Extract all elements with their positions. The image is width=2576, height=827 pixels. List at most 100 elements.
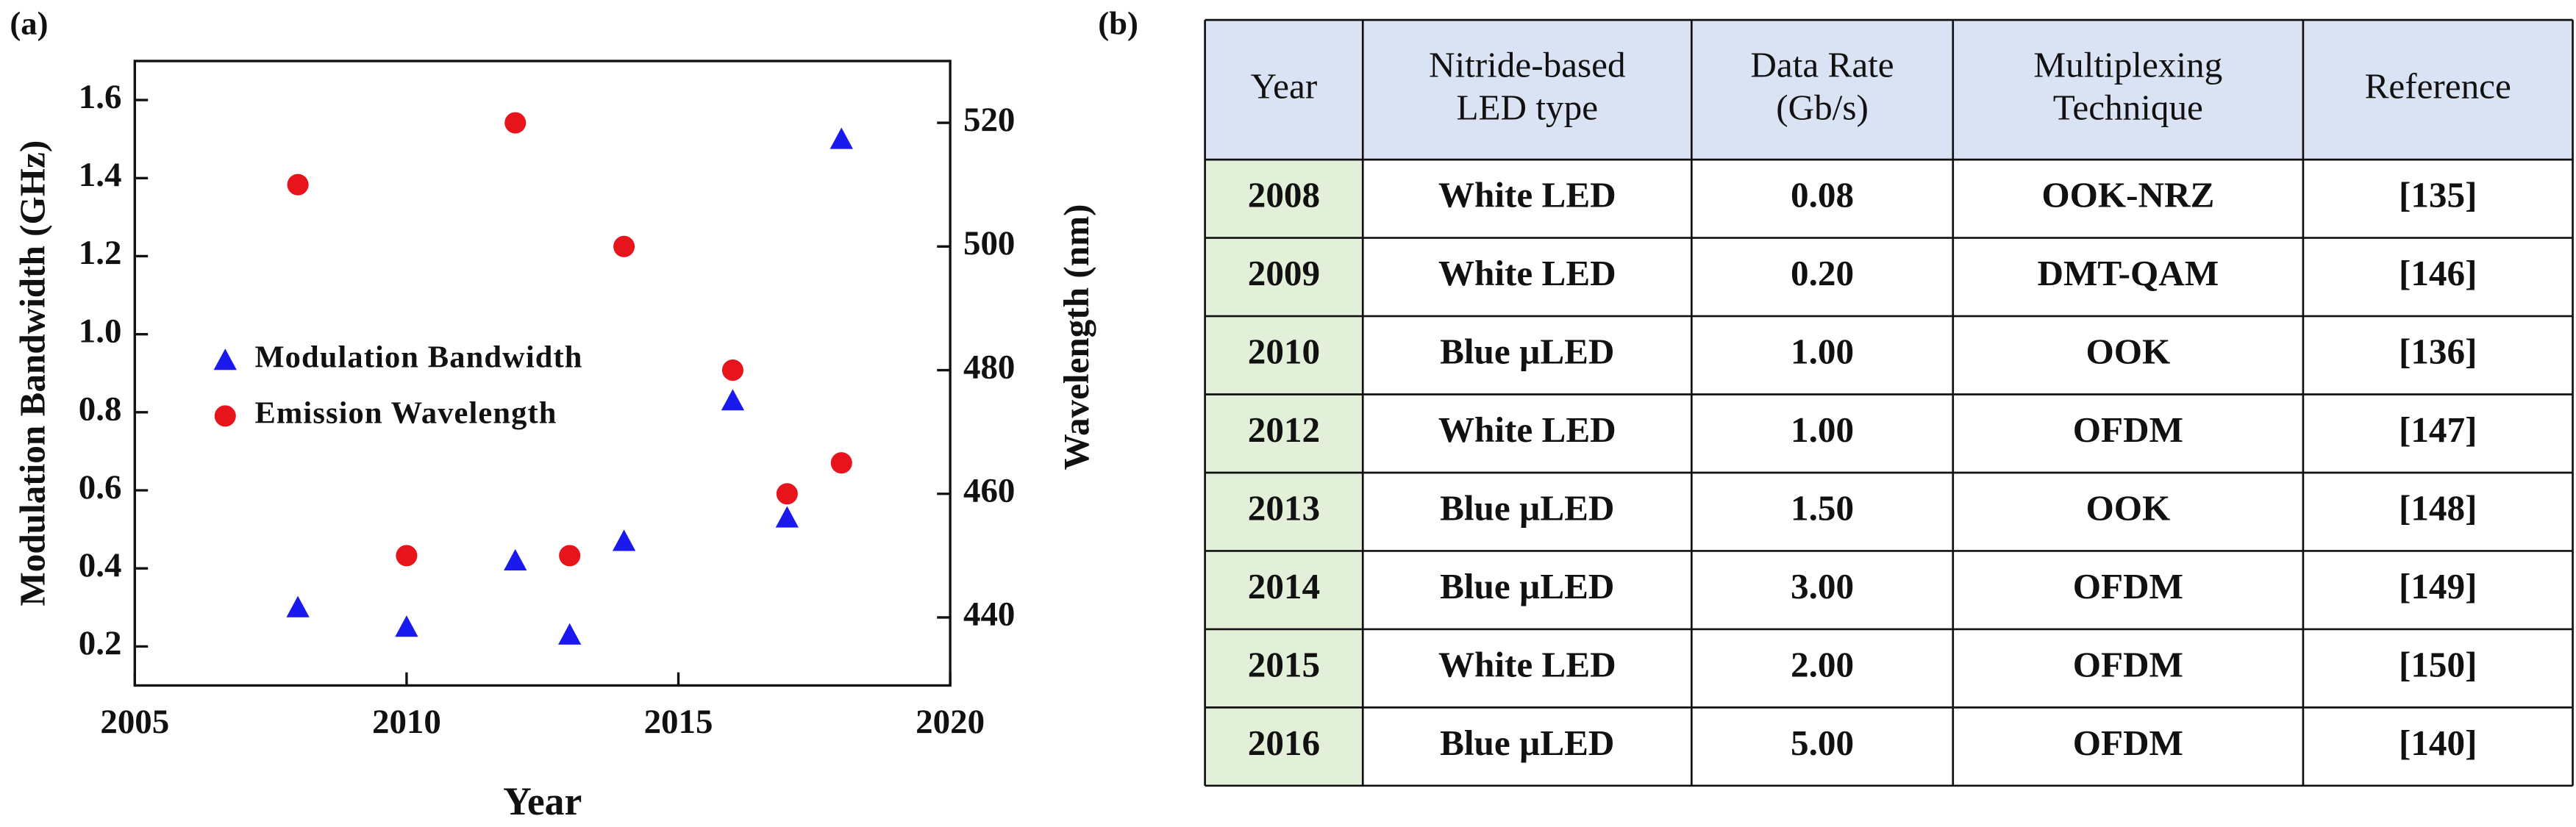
table-header: Technique	[2053, 87, 2203, 127]
y2-tick-label: 520	[963, 101, 1015, 139]
table-cell: OFDM	[2073, 644, 2183, 684]
table-cell: OOK-NRZ	[2041, 175, 2214, 215]
year-cell-bg	[1205, 316, 1363, 395]
table-cell: 2.00	[1791, 644, 1854, 684]
y-tick-label: 0.2	[79, 624, 122, 662]
triangle-marker	[504, 548, 527, 570]
year-cell-bg	[1205, 472, 1363, 551]
table-cell: [150]	[2399, 644, 2477, 684]
y2-tick-label: 500	[963, 224, 1015, 262]
table-cell: OOK	[2086, 332, 2170, 372]
circle-marker	[830, 452, 852, 474]
table-cell: [140]	[2399, 723, 2477, 763]
y-tick-label: 1.2	[79, 234, 122, 272]
y2-tick-label: 480	[963, 348, 1015, 386]
plot-frame	[133, 60, 952, 687]
year-cell-bg	[1205, 551, 1363, 629]
table-cell: OFDM	[2073, 566, 2183, 606]
table-header: Data Rate	[1750, 44, 1894, 85]
table-cell: 3.00	[1791, 566, 1854, 606]
y-tick-label: 0.4	[79, 546, 122, 584]
x-axis-label: Year	[503, 779, 582, 823]
y-tick-label: 0.6	[79, 468, 122, 506]
table-cell: Blue µLED	[1440, 487, 1614, 528]
table-header: Reference	[2365, 65, 2511, 106]
table-header: (Gb/s)	[1776, 87, 1869, 127]
y2-tick-label: 440	[963, 595, 1015, 634]
table-cell: 1.00	[1791, 332, 1854, 372]
table-cell: White LED	[1438, 175, 1616, 215]
table-header-bg	[1205, 20, 2573, 160]
year-cell-bg	[1205, 394, 1363, 473]
table-cell: DMT-QAM	[2037, 253, 2219, 293]
circle-marker	[721, 359, 743, 382]
table-cell: 2014	[1248, 566, 1320, 606]
circle-marker	[776, 483, 798, 505]
table-cell: OOK	[2086, 487, 2170, 528]
table-cell: White LED	[1438, 644, 1616, 684]
table-cell: White LED	[1438, 409, 1616, 450]
table-cell: Blue µLED	[1440, 723, 1614, 763]
legend-label: Modulation Bandwidth	[254, 340, 582, 375]
circle-marker	[613, 235, 635, 257]
table-cell: 2010	[1248, 332, 1320, 372]
table-cell: OFDM	[2073, 409, 2183, 450]
x-tick-label: 2005	[100, 703, 169, 741]
y2-axis-label: Wavelength (nm)	[1056, 204, 1096, 470]
circle-marker	[396, 545, 418, 567]
table-cell: 2009	[1248, 253, 1320, 293]
year-cell-bg	[1205, 707, 1363, 786]
y-tick-label: 1.6	[79, 78, 122, 116]
y-tick-label: 1.0	[79, 312, 122, 350]
year-cell-bg	[1205, 160, 1363, 238]
table-cell: [149]	[2399, 566, 2477, 606]
table-cell: Blue µLED	[1440, 566, 1614, 606]
triangle-marker	[829, 127, 853, 149]
table-cell: [146]	[2399, 253, 2477, 293]
legend-label: Emission Wavelength	[254, 396, 557, 431]
table-cell: 2015	[1248, 644, 1320, 684]
table-cell: 2008	[1248, 175, 1320, 215]
table-cell: [135]	[2399, 175, 2477, 215]
table-header: Multiplexing	[2033, 44, 2222, 85]
triangle-marker	[395, 615, 418, 637]
circle-marker	[214, 405, 236, 427]
triangle-marker	[286, 595, 310, 617]
table-cell: OFDM	[2073, 723, 2183, 763]
triangle-marker	[213, 348, 237, 370]
triangle-marker	[775, 506, 799, 528]
y2-tick-label: 460	[963, 472, 1015, 510]
table-cell: 0.20	[1791, 253, 1854, 293]
table-header: Year	[1251, 65, 1318, 106]
x-tick-label: 2010	[372, 703, 441, 741]
circle-marker	[287, 173, 309, 196]
circle-marker	[559, 545, 581, 567]
y-tick-label: 1.4	[79, 156, 122, 194]
table-cell: 2012	[1248, 409, 1320, 450]
table-cell: Blue µLED	[1440, 332, 1614, 372]
year-cell-bg	[1205, 629, 1363, 708]
year-cell-bg	[1205, 237, 1363, 317]
table-cell: [148]	[2399, 487, 2477, 528]
table-cell: 0.08	[1791, 175, 1854, 215]
table-cell: [147]	[2399, 409, 2477, 450]
table-cell: [136]	[2399, 332, 2477, 372]
table-cell: 1.00	[1791, 409, 1854, 450]
circle-marker	[504, 112, 527, 134]
table-cell: 1.50	[1791, 487, 1854, 528]
y-tick-label: 0.8	[79, 390, 122, 429]
y-axis-label: Modulation Bandwidth (GHz)	[12, 140, 52, 606]
x-tick-label: 2015	[644, 703, 713, 741]
panel-label: (a)	[10, 4, 48, 41]
table-cell: White LED	[1438, 253, 1616, 293]
table-cell: 2016	[1248, 723, 1320, 763]
panel-label: (b)	[1098, 4, 1138, 41]
table-cell: 2013	[1248, 487, 1320, 528]
x-tick-label: 2020	[916, 703, 985, 741]
table-header: Nitride-based	[1429, 44, 1626, 85]
triangle-marker	[558, 623, 582, 645]
triangle-marker	[612, 529, 636, 551]
table-header: LED type	[1456, 87, 1598, 127]
table-cell: 5.00	[1791, 723, 1854, 763]
